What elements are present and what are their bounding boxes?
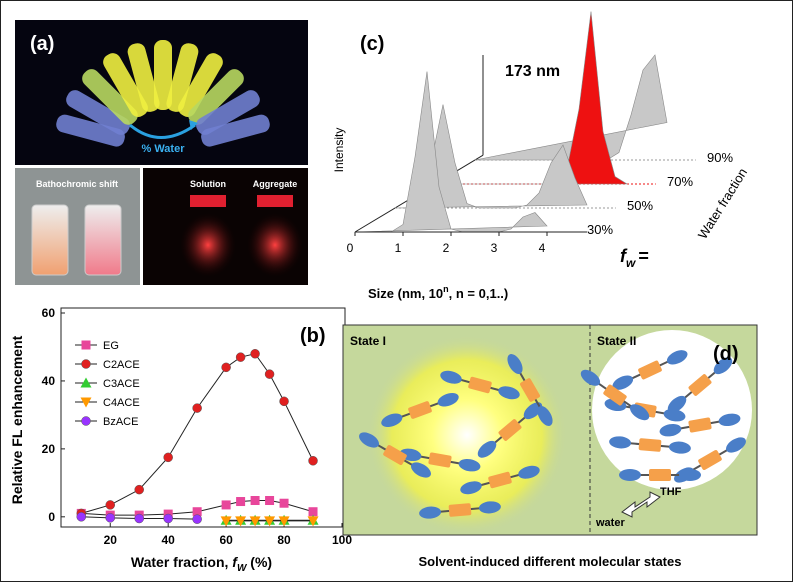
panel-label: (b) — [300, 325, 326, 347]
cap-glow — [190, 195, 226, 207]
marker — [309, 456, 318, 465]
row-label: 90% — [707, 150, 733, 165]
caption: Solvent-induced different molecular stat… — [419, 554, 682, 569]
molecule-core — [649, 469, 671, 481]
legend-marker — [82, 417, 91, 426]
row-label: 70% — [667, 174, 693, 189]
legend-marker — [82, 360, 91, 369]
marker — [265, 496, 274, 505]
y-tick-label: 60 — [42, 306, 56, 320]
panel-label: (a) — [30, 33, 54, 55]
y-tick-label: 20 — [42, 442, 56, 456]
legend-label: EG — [103, 340, 119, 352]
marker — [164, 514, 173, 523]
annotation: 173 nm — [505, 63, 560, 80]
photo-label: Aggregate — [253, 179, 298, 189]
vial — [85, 205, 121, 275]
marker — [280, 499, 289, 508]
marker — [106, 513, 115, 522]
x-tick-label: 80 — [277, 533, 291, 547]
photo-label: Bathochromic shift — [36, 179, 118, 189]
panel-d: State I State II (d) THF water Solvent-i… — [343, 325, 757, 569]
y-tick-label: 40 — [42, 374, 56, 388]
y-axis-label: Relative FL enhancement — [9, 335, 25, 504]
x-label-text: Water fraction, — [131, 554, 232, 570]
marker — [251, 496, 260, 505]
row-label: 50% — [627, 198, 653, 213]
x-tick-label: 4 — [539, 241, 546, 255]
cap-glow — [257, 195, 293, 207]
marker — [265, 370, 274, 379]
x-label-text: Size (nm, 10 — [368, 286, 443, 301]
marker — [251, 349, 260, 358]
legend-label: C3ACE — [103, 378, 140, 390]
solvent-label: water — [595, 517, 625, 529]
marker — [280, 397, 289, 406]
marker — [135, 514, 144, 523]
legend-label: C2ACE — [103, 359, 140, 371]
x-tick-label: 0 — [347, 241, 354, 255]
molecule-end — [619, 469, 641, 481]
marker — [135, 485, 144, 494]
molecule-core — [639, 438, 662, 452]
marker — [222, 500, 231, 509]
marker — [77, 512, 86, 521]
panel-a: % Water (a) Bathochromic shift Solution … — [15, 20, 308, 285]
y-tick-label: 0 — [48, 510, 55, 524]
marker — [193, 515, 202, 524]
state-label: State II — [597, 334, 636, 348]
x-tick-label: 20 — [104, 533, 118, 547]
marker — [193, 404, 202, 413]
glow — [180, 213, 236, 277]
x-tick-label: 2 — [443, 241, 450, 255]
marker — [236, 497, 245, 506]
molecule-core — [449, 503, 472, 517]
marker — [106, 500, 115, 509]
glow — [247, 213, 303, 277]
state-label: State I — [350, 334, 386, 348]
x-tick-label: 40 — [162, 533, 176, 547]
fw-sub: w — [626, 256, 636, 270]
legend-label: C4ACE — [103, 397, 140, 409]
vial — [32, 205, 68, 275]
figure: % Water (a) Bathochromic shift Solution … — [0, 0, 793, 582]
x-label-unit: (%) — [246, 554, 272, 570]
legend-marker — [82, 341, 91, 350]
arrow-label: % Water — [142, 143, 186, 155]
x-tick-label: 3 — [491, 241, 498, 255]
fw-eq: = — [638, 246, 649, 266]
row-label: 30% — [587, 222, 613, 237]
x-axis-label: Size (nm, 10n, n = 0,1..) — [368, 284, 508, 301]
panel-label: (c) — [360, 33, 384, 55]
solvent-label: THF — [660, 486, 682, 498]
molecule-end — [679, 469, 701, 481]
x-label-rest: , n = 0,1..) — [449, 286, 509, 301]
legend-label: BzACE — [103, 416, 138, 428]
y-axis-label: Intensity — [332, 128, 346, 173]
molecule — [619, 469, 701, 481]
x-tick-label: 1 — [395, 241, 402, 255]
marker — [236, 353, 245, 362]
x-tick-label: 60 — [219, 533, 233, 547]
marker — [164, 453, 173, 462]
photo-label: Solution — [190, 179, 226, 189]
marker — [222, 363, 231, 372]
panel-label: (d) — [713, 343, 739, 365]
